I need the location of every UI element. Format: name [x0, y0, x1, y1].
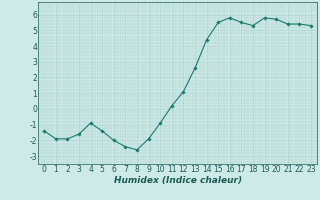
X-axis label: Humidex (Indice chaleur): Humidex (Indice chaleur)	[114, 176, 242, 185]
